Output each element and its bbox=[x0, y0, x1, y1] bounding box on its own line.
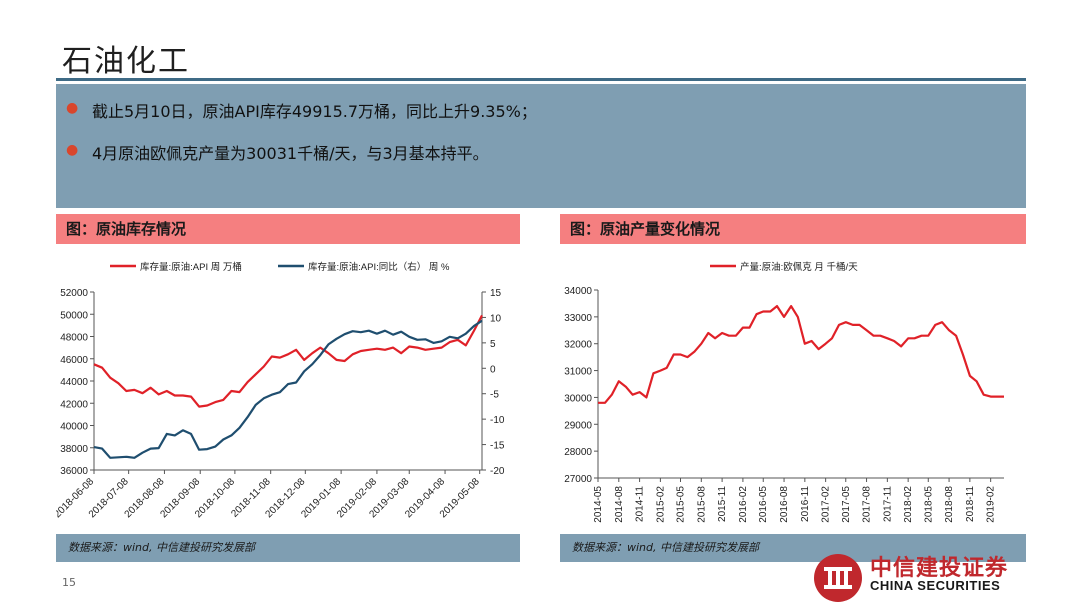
x-tick-label: 2014-08 bbox=[614, 486, 625, 523]
x-tick-label: 2016-02 bbox=[738, 486, 749, 523]
x-tick-label: 2017-05 bbox=[841, 486, 852, 523]
y-tick-label-right: -5 bbox=[490, 390, 499, 401]
x-tick-label: 2018-11 bbox=[965, 486, 976, 522]
logo-text-en: CHINA SECURITIES bbox=[870, 578, 1001, 593]
right-chart-source: 数据来源：wind, 中信建投研究发展部 bbox=[560, 534, 1026, 562]
y-tick-label-right: 5 bbox=[490, 339, 496, 350]
x-tick-label: 2016-08 bbox=[779, 486, 790, 523]
y-tick-label: 33000 bbox=[564, 313, 592, 324]
x-tick-label: 2018-05 bbox=[923, 486, 934, 523]
y-tick-label-left: 44000 bbox=[60, 377, 88, 388]
y-tick-label: 29000 bbox=[564, 420, 592, 431]
x-tick-label: 2017-08 bbox=[862, 486, 873, 523]
x-tick-label: 2019-02 bbox=[986, 486, 997, 523]
citic-logo-icon bbox=[814, 554, 862, 602]
y-tick-label-left: 36000 bbox=[60, 466, 88, 477]
y-tick-label-right: 10 bbox=[490, 313, 502, 324]
production-chart: 27000 28000 29000 30000 31000 32000 33000 34000… bbox=[564, 261, 1004, 523]
y-tick-label-right: -15 bbox=[490, 441, 505, 452]
x-tick-label: 2014-05 bbox=[593, 486, 604, 523]
y-tick-label-left: 52000 bbox=[60, 288, 88, 299]
y-tick-label: 34000 bbox=[564, 286, 592, 297]
series-line-2 bbox=[93, 319, 483, 459]
bullet-dot-icon: ● bbox=[66, 100, 79, 116]
y-tick-label-left: 48000 bbox=[60, 333, 88, 344]
title-divider bbox=[56, 78, 1026, 81]
x-tick-label: 2015-08 bbox=[696, 486, 707, 523]
y-tick-label: 32000 bbox=[564, 340, 592, 351]
slide-title: 石油化工 bbox=[62, 44, 190, 79]
y-tick-label-right: -20 bbox=[490, 466, 505, 477]
summary-band: ● 截止5月10日，原油API库存49915.7万桶，同比上升9.35%； ● … bbox=[56, 84, 1026, 208]
x-tick-label: 2017-02 bbox=[821, 486, 832, 523]
left-chart-header: 图：原油库存情况 bbox=[56, 214, 520, 244]
y-tick-label: 31000 bbox=[564, 367, 592, 378]
y-tick-label-left: 46000 bbox=[60, 355, 88, 366]
x-tick-label: 2018-02 bbox=[903, 486, 914, 523]
x-tick-label: 2015-02 bbox=[655, 486, 666, 523]
x-tick-label: 2014-11 bbox=[635, 486, 646, 522]
y-tick-label-left: 42000 bbox=[60, 399, 88, 410]
inventory-chart: 36000 38000 40000 42000 44000 46000 48000 50000… bbox=[56, 261, 505, 520]
legend-label: 产量:原油:欧佩克 月 千桶/天 bbox=[740, 261, 858, 273]
y-tick-label-left: 50000 bbox=[60, 310, 88, 321]
y-tick-label: 27000 bbox=[564, 474, 592, 485]
bullet-dot-icon: ● bbox=[66, 142, 79, 158]
legend-label: 库存量:原油:API:同比（右） 周 % bbox=[308, 261, 450, 273]
left-chart-source: 数据来源：wind, 中信建投研究发展部 bbox=[56, 534, 520, 562]
x-tick-label: 2018-08 bbox=[944, 486, 955, 523]
logo-text-cn: 中信建投证券 bbox=[870, 556, 1009, 581]
x-tick-label: 2016-11 bbox=[800, 486, 811, 522]
x-tick-label: 2017-11 bbox=[882, 486, 893, 522]
y-tick-label-left: 40000 bbox=[60, 422, 88, 433]
company-logo: 中信建投证券 CHINA SECURITIES bbox=[808, 548, 1048, 608]
y-tick-label: 30000 bbox=[564, 393, 592, 404]
x-tick-label: 2015-11 bbox=[717, 486, 728, 522]
x-tick-label: 2016-05 bbox=[758, 486, 769, 523]
y-tick-label-right: 15 bbox=[490, 288, 502, 299]
right-chart-header: 图：原油产量变化情况 bbox=[560, 214, 1026, 244]
x-tick-label: 2015-05 bbox=[676, 486, 687, 523]
series-line-1 bbox=[598, 304, 1004, 404]
y-tick-label-right: -10 bbox=[490, 415, 505, 426]
y-tick-label: 28000 bbox=[564, 447, 592, 458]
bullet-text: 截止5月10日，原油API库存49915.7万桶，同比上升9.35%； bbox=[92, 102, 537, 121]
y-tick-label-left: 38000 bbox=[60, 444, 88, 455]
series-line-1 bbox=[93, 314, 483, 408]
legend-label: 库存量:原油:API 周 万桶 bbox=[140, 261, 242, 273]
y-tick-label-right: 0 bbox=[490, 364, 496, 375]
page-number: 15 bbox=[62, 576, 76, 589]
bullet-text: 4月原油欧佩克产量为30031千桶/天，与3月基本持平。 bbox=[92, 144, 489, 163]
